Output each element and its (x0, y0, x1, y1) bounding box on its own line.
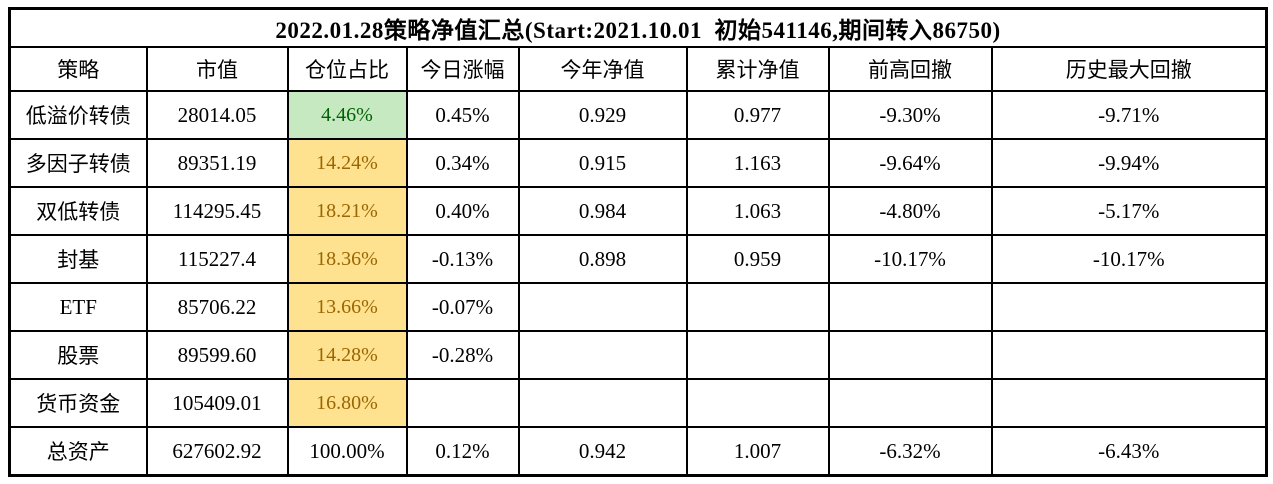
value-cell (990, 378, 1268, 428)
value-cell: 0.898 (517, 234, 688, 284)
value-cell: -0.13% (405, 234, 520, 284)
value-cell: 0.915 (517, 138, 688, 188)
strategy-name-cell: 总资产 (8, 426, 148, 477)
header-row: 策略 市值 仓位占比 今日涨幅 今年净值 累计净值 前高回撤 历史最大回撤 (8, 46, 1268, 92)
value-cell: -9.64% (827, 138, 993, 188)
strategy-name-cell: 货币资金 (8, 378, 148, 428)
value-cell (685, 378, 830, 428)
value-cell: 18.21% (286, 186, 408, 236)
column-header-0: 策略 (8, 46, 148, 92)
value-cell: 0.45% (405, 90, 520, 140)
table-row: 多因子转债 89351.19 14.24% 0.34% 0.915 1.163 -9.64%… (8, 138, 1268, 188)
value-cell: 627602.92 (145, 426, 289, 477)
value-cell: 1.163 (685, 138, 830, 188)
value-cell: 0.40% (405, 186, 520, 236)
value-cell: 85706.22 (145, 282, 289, 332)
strategy-name-cell: 股票 (8, 330, 148, 380)
value-cell: -5.17% (990, 186, 1268, 236)
strategy-name-cell: 多因子转债 (8, 138, 148, 188)
table-row: 低溢价转债 28014.05 4.46% 0.45% 0.929 0.977 -9.30% -… (8, 90, 1268, 140)
value-cell: -10.17% (990, 234, 1268, 284)
column-header-2: 仓位占比 (286, 46, 408, 92)
value-cell: 105409.01 (145, 378, 289, 428)
value-cell: -10.17% (827, 234, 993, 284)
value-cell (827, 330, 993, 380)
value-cell: 16.80% (286, 378, 408, 428)
value-cell: 89351.19 (145, 138, 289, 188)
value-cell: 0.929 (517, 90, 688, 140)
value-cell: 14.24% (286, 138, 408, 188)
value-cell: 0.942 (517, 426, 688, 477)
value-cell: -4.80% (827, 186, 993, 236)
value-cell: -9.71% (990, 90, 1268, 140)
value-cell: 114295.45 (145, 186, 289, 236)
column-header-6: 前高回撤 (827, 46, 993, 92)
value-cell: 4.46% (286, 90, 408, 140)
value-cell: -0.28% (405, 330, 520, 380)
value-cell: 0.12% (405, 426, 520, 477)
value-cell: 0.984 (517, 186, 688, 236)
table-row: ETF 85706.22 13.66% -0.07% (8, 282, 1268, 332)
strategy-name-cell: 双低转债 (8, 186, 148, 236)
column-header-5: 累计净值 (685, 46, 830, 92)
table-row: 货币资金 105409.01 16.80% (8, 378, 1268, 428)
column-header-1: 市值 (145, 46, 289, 92)
value-cell: -9.30% (827, 90, 993, 140)
column-header-4: 今年净值 (517, 46, 688, 92)
value-cell: -0.07% (405, 282, 520, 332)
table-row: 封基 115227.4 18.36% -0.13% 0.898 0.959 -10.17% -… (8, 234, 1268, 284)
column-header-3: 今日涨幅 (405, 46, 520, 92)
value-cell: 115227.4 (145, 234, 289, 284)
value-cell (827, 282, 993, 332)
value-cell: 0.34% (405, 138, 520, 188)
value-cell: 13.66% (286, 282, 408, 332)
value-cell (517, 330, 688, 380)
value-cell: 0.977 (685, 90, 830, 140)
column-header-7: 历史最大回撤 (990, 46, 1268, 92)
value-cell (405, 378, 520, 428)
value-cell (990, 330, 1268, 380)
table-row: 双低转债 114295.45 18.21% 0.40% 0.984 1.063 -4.80%… (8, 186, 1268, 236)
value-cell: -9.94% (990, 138, 1268, 188)
strategy-name-cell: ETF (8, 282, 148, 332)
strategy-name-cell: 低溢价转债 (8, 90, 148, 140)
table-row: 总资产 627602.92 100.00% 0.12% 0.942 1.007 -6.32%… (8, 426, 1268, 477)
value-cell (517, 378, 688, 428)
value-cell: 28014.05 (145, 90, 289, 140)
table-title: 2022.01.28策略净值汇总(Start:2021.10.01 初始5411… (8, 7, 1268, 48)
value-cell (990, 282, 1268, 332)
value-cell (827, 378, 993, 428)
value-cell (685, 282, 830, 332)
value-cell: 14.28% (286, 330, 408, 380)
value-cell: 100.00% (286, 426, 408, 477)
value-cell: 18.36% (286, 234, 408, 284)
title-row: 2022.01.28策略净值汇总(Start:2021.10.01 初始5411… (8, 7, 1268, 48)
value-cell (685, 330, 830, 380)
value-cell: 1.007 (685, 426, 830, 477)
value-cell: -6.32% (827, 426, 993, 477)
value-cell: 1.063 (685, 186, 830, 236)
value-cell: 89599.60 (145, 330, 289, 380)
table-row: 股票 89599.60 14.28% -0.28% (8, 330, 1268, 380)
value-cell: 0.959 (685, 234, 830, 284)
strategy-name-cell: 封基 (8, 234, 148, 284)
summary-table: 2022.01.28策略净值汇总(Start:2021.10.01 初始5411… (8, 7, 1269, 477)
value-cell (517, 282, 688, 332)
table-body: 低溢价转债 28014.05 4.46% 0.45% 0.929 0.977 -9.30% -… (8, 90, 1268, 477)
value-cell: -6.43% (990, 426, 1268, 477)
